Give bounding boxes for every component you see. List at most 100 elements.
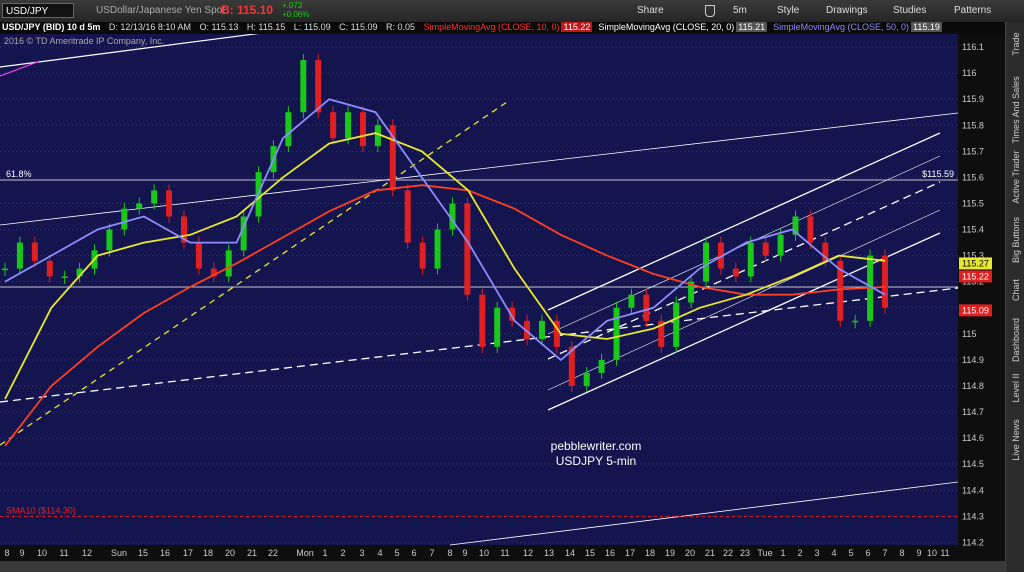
y-tick-label: 115.5 [962,198,984,208]
x-tick-label: 11 [59,548,68,558]
candle [210,268,217,277]
y-tick-label: 115.7 [962,146,984,156]
info-range: R: 0.05 [386,22,416,32]
candle [404,190,411,243]
candle [225,250,232,277]
candle [732,268,739,277]
y-tick-label: 114.8 [962,381,984,391]
x-tick-label: 8 [4,548,9,558]
candle [762,242,769,256]
sidebar-tab[interactable]: Dashboard [1011,317,1021,363]
drawings-button[interactable]: Drawings [826,5,868,16]
price-axis [958,34,1005,572]
x-tick-label: 5 [394,548,399,558]
moving-average [4,98,886,362]
candle [434,229,441,269]
x-tick-label: 1 [322,548,327,558]
info-title: USD/JPY (BID) 10 d 5m [2,22,101,32]
sidebar-tab[interactable]: Trade [1011,32,1021,56]
moving-average [4,184,886,447]
change: +.073 [282,1,303,10]
info-close: C: 115.09 [339,22,378,32]
candle [538,320,545,340]
x-tick-label: 8 [899,548,904,558]
channel-inner [547,155,941,335]
candle [792,216,799,235]
channel-top [547,132,941,311]
sidebar-tab[interactable]: Times And Sales [1011,76,1021,144]
candle [777,234,784,256]
candle [583,372,590,386]
candle [2,268,8,271]
candle [837,260,844,321]
sidebar: Trade Times And Sales Active Trader Big But… [1005,22,1024,572]
info-bar: USD/JPY (BID) 10 d 5m D: 12/13/16 8:10 A… [0,22,1005,34]
sma-label: SMA10 ($114.30) [6,505,76,515]
y-tick-label: 115.3 [962,251,984,261]
candle [553,320,560,347]
candle [568,346,575,386]
candle [285,112,292,147]
x-tick-label: 13 [544,548,554,558]
moving-average [4,132,886,400]
sidebar-tab[interactable]: Chart [1011,278,1021,302]
info-date: D: 12/13/16 8:10 AM [108,22,191,32]
x-tick-label: 5 [848,548,853,558]
candle [673,302,680,347]
candle [374,125,381,147]
dashed-trend-line [0,287,959,403]
candle [643,294,650,321]
y-tick-label: 116.1 [962,42,984,52]
price-tag-label: 115.09 [962,305,989,315]
candle [166,190,173,217]
sidebar-tab[interactable]: Active Trader [1011,150,1021,204]
share-button[interactable]: Share [637,5,664,16]
candle [494,307,501,347]
toolbar: USD/JPY USDollar/Japanese Yen Spot B: 11… [0,0,1024,22]
patterns-button[interactable]: Patterns [954,5,992,16]
candle [509,307,516,321]
candle [628,294,635,308]
timeframe-button[interactable]: 5m [733,5,747,16]
candle [524,320,531,340]
x-tick-label: 19 [665,548,675,558]
sidebar-tab[interactable]: Live News [1011,419,1021,461]
sidebar-tab[interactable]: Big Buttons [1011,216,1021,264]
info-open: O: 115.13 [199,22,239,32]
x-tick-label: 20 [225,548,235,558]
candle [330,112,337,139]
x-tick-label: 16 [160,548,170,558]
y-tick-label: 115.9 [962,94,984,104]
fib-label: 61.8% [6,169,32,179]
sidebar-tab[interactable]: Level II [1011,373,1021,403]
bid: B: 115.10 [221,3,274,17]
x-tick-label: 12 [523,548,533,558]
price-tag [959,257,992,270]
pink-line [0,60,41,77]
x-tick-label: Mon [296,548,314,558]
chart: 2016 © TD Ameritrade IP Company, Inc. pe… [0,34,1005,572]
channel-bottom [547,232,941,411]
scrollbar[interactable] [0,561,1005,572]
style-button[interactable]: Style [777,5,800,16]
y-tick-label: 115.6 [962,172,984,182]
flask-icon[interactable] [705,5,715,17]
x-tick-label: 14 [565,548,575,558]
y-tick-label: 114.3 [962,511,984,521]
candle [61,276,68,278]
x-tick-label: 23 [740,548,750,558]
candle [688,281,695,303]
y-tick-label: 114.2 [962,537,984,547]
candle [389,125,396,191]
y-tick-label: 114.4 [962,485,984,495]
candle [717,242,724,269]
candle [240,216,247,251]
candle [121,208,128,230]
studies-button[interactable]: Studies [893,5,927,16]
x-tick-label: 16 [605,548,615,558]
x-tick-label: 9 [462,548,467,558]
symbol-box[interactable]: USD/JPY [2,3,74,18]
plot-background [0,34,958,545]
